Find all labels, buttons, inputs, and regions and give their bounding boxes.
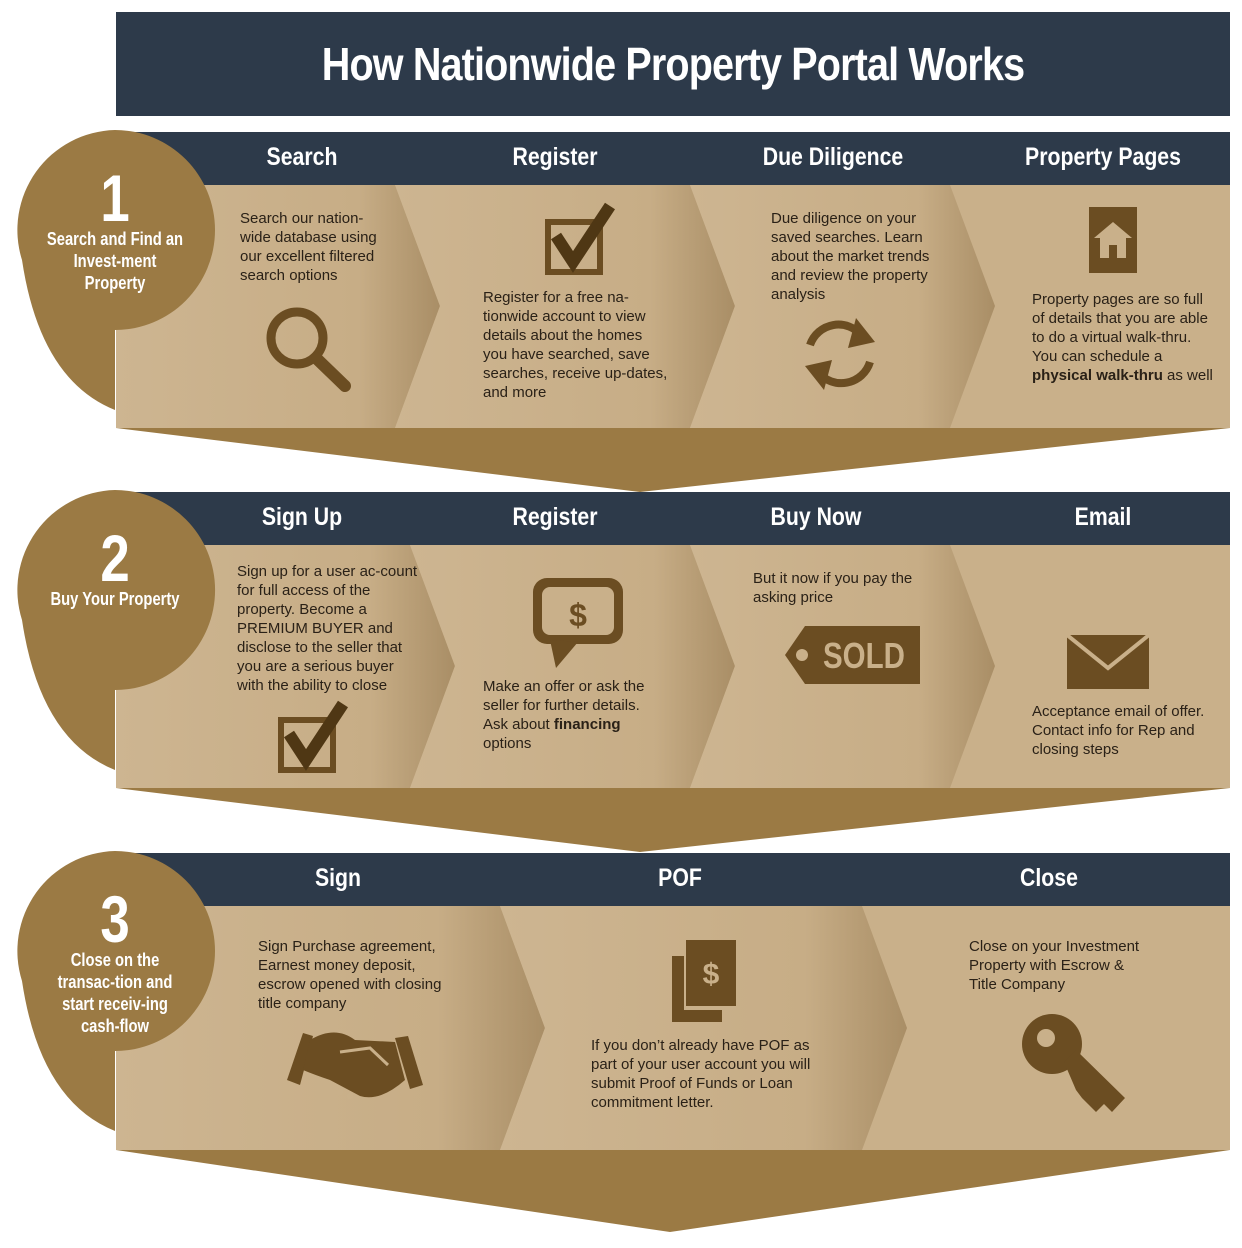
step-text-search: Search our nation-wide database using ou… [240, 210, 377, 284]
section2-chevron-2 [410, 545, 735, 788]
handshake-icon [287, 1032, 423, 1099]
magnifier-icon [266, 307, 351, 392]
property-pages-text-bold: physical walk-thru [1032, 367, 1163, 384]
step-title-register: Register [512, 143, 598, 171]
property-pages-text-end: as well [1162, 367, 1213, 384]
property-pages-text-start: Property pages are so full of details th… [1032, 291, 1208, 365]
section2-funnel [116, 788, 1230, 852]
section2-number: 2 [100, 521, 130, 595]
section3-label: Close on the transac-tion and start rece… [57, 950, 173, 1036]
step-title-close: Close [1020, 864, 1078, 892]
step-title-search: Search [266, 143, 338, 171]
section1-header-bar [116, 132, 1230, 185]
title-bar: How Nationwide Property Portal Works [116, 12, 1230, 116]
step-title-property-pages: Property Pages [1025, 143, 1181, 171]
step-text-register: Register for a free na-tionwide account … [483, 289, 668, 401]
section3-funnel [116, 1150, 1230, 1232]
svg-text:$: $ [703, 958, 720, 991]
refresh-icon [805, 318, 875, 390]
step-title-due-diligence: Due Diligence [762, 143, 904, 171]
step-text-sign-up: Sign up for a user ac-count for full acc… [237, 563, 418, 694]
step-title-sign-up: Sign Up [261, 503, 343, 531]
section3-chevron-2 [500, 906, 907, 1150]
section1-funnel [116, 428, 1230, 492]
key-icon [1022, 1014, 1125, 1112]
section3-number: 3 [100, 882, 130, 956]
envelope-icon [1065, 633, 1151, 689]
step-title-email: Email [1074, 503, 1132, 531]
section1-chevron-3 [690, 185, 995, 428]
sold-tag-text: SOLD [823, 635, 905, 675]
step-text-register-2: Make an offer or ask the seller for furt… [483, 677, 663, 753]
step-text-pof: If you don’t already have POF as part of… [591, 1037, 811, 1111]
section3-bubble [17, 851, 216, 1131]
step-title-pof: POF [658, 864, 702, 892]
step-text-due-diligence: Due diligence on your saved searches. Le… [771, 210, 930, 303]
section2-header-bar [116, 492, 1230, 545]
step-text-buy-now: But it now if you pay the asking price [753, 570, 913, 606]
register2-text-end: options [483, 735, 532, 752]
step-title-buy-now: Buy Now [770, 503, 862, 531]
register2-text-start: Make an offer or ask the seller for furt… [483, 678, 645, 733]
register2-text-bold: financing [553, 716, 621, 733]
section1-bubble [17, 130, 215, 410]
step-text-sign: Sign Purchase agreement, Earnest money d… [258, 938, 442, 1012]
sold-tag-icon: SOLD [785, 626, 920, 684]
step-text-property-pages: Property pages are so full of details th… [1032, 290, 1217, 385]
step-title-register-2: Register [512, 503, 598, 531]
step-text-email: Acceptance email of offer. Contact info … [1032, 703, 1205, 758]
section1-number: 1 [100, 161, 130, 235]
section1-label: Search and Find an Invest-ment Property [46, 229, 184, 293]
section2-bubble [17, 489, 216, 770]
section1-chevron-2 [395, 185, 735, 428]
dollar-chat-icon: $ [533, 578, 623, 668]
section3-chevron-1 [116, 906, 545, 1150]
checkbox-icon [545, 202, 616, 275]
section3-header-bar [116, 853, 1230, 906]
checkbox-icon [278, 700, 349, 773]
section2-label: Buy Your Property [50, 589, 180, 609]
svg-text:$: $ [569, 597, 587, 633]
step-text-close: Close on your Investment Property with E… [969, 938, 1140, 993]
step-title-sign: Sign [314, 864, 362, 892]
page-title: How Nationwide Property Portal Works [321, 38, 1025, 90]
house-icon [1089, 207, 1137, 273]
money-icon: $ [672, 940, 736, 1022]
